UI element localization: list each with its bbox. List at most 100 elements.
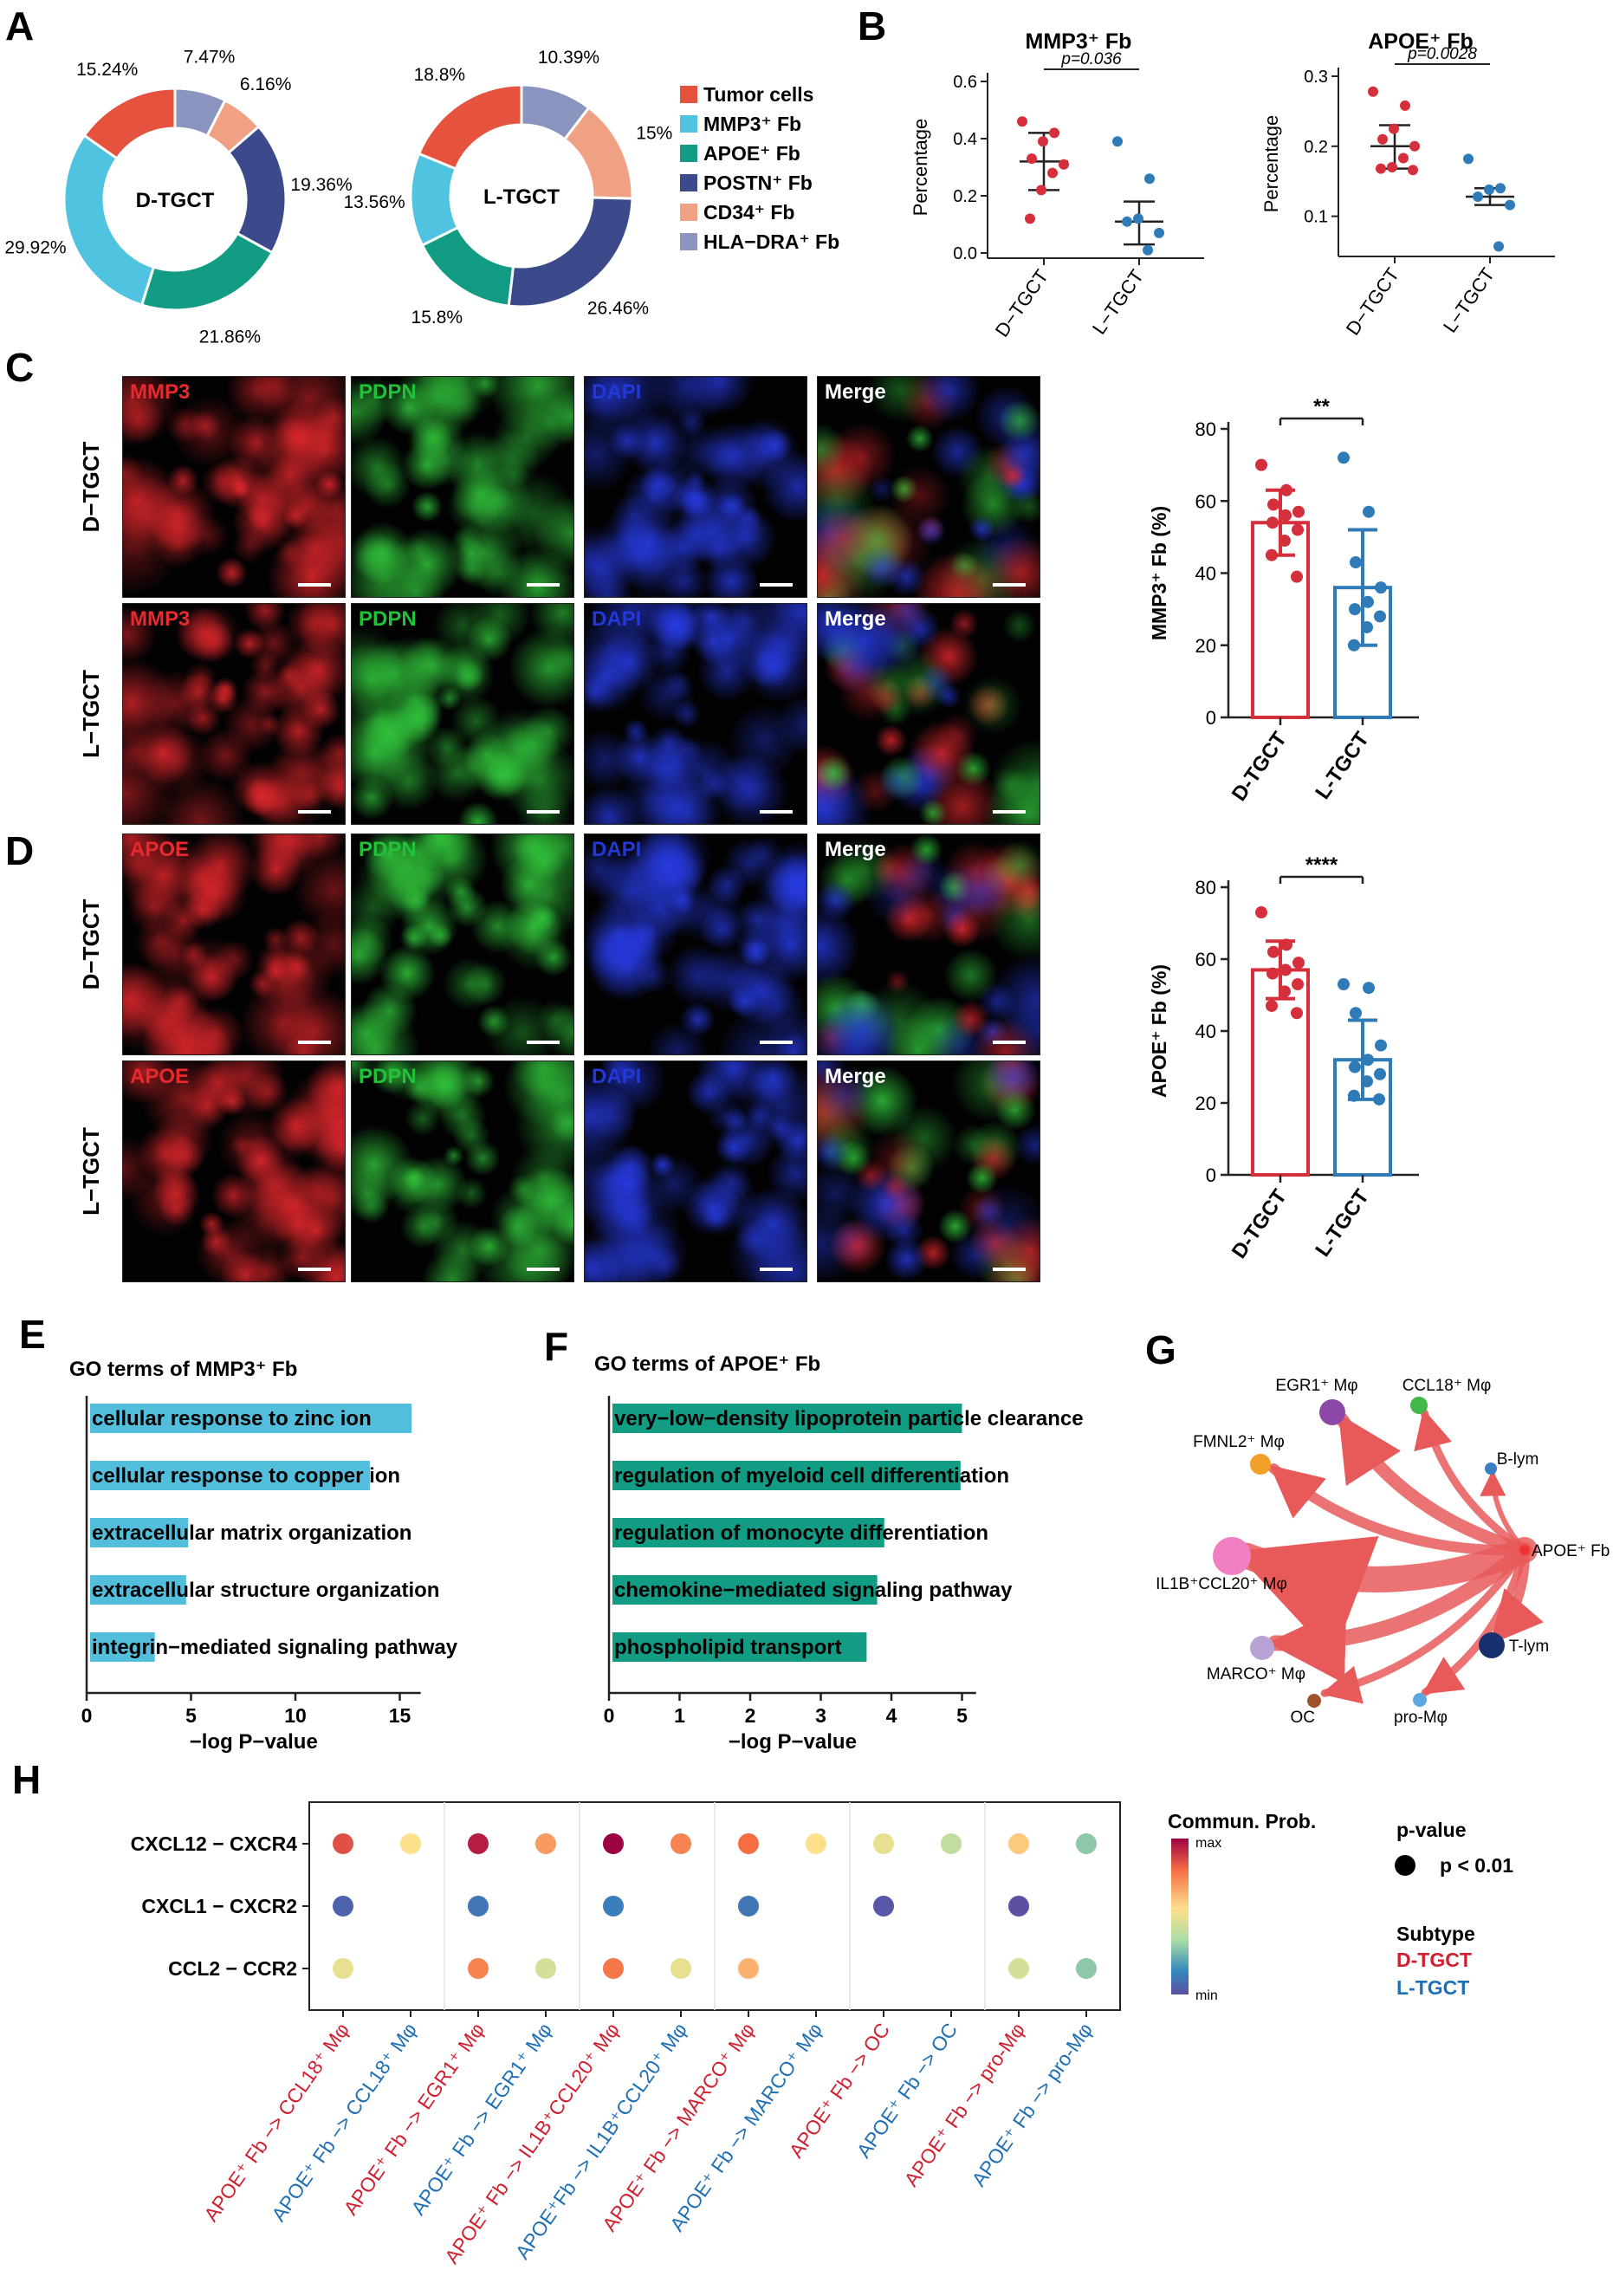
go-title-f: GO terms of APOE⁺ Fb xyxy=(594,1352,820,1376)
row-label: CXCL1 − CXCR2 xyxy=(141,1895,297,1917)
data-point xyxy=(1255,458,1267,471)
scale-bar xyxy=(993,810,1026,814)
data-point xyxy=(1017,116,1027,127)
data-point xyxy=(1280,483,1292,496)
data-point xyxy=(1484,184,1494,195)
panel-a: A 7.47%6.16% 19.36% 21.86% 29.92% 15.24% D-TG… xyxy=(4,3,839,347)
scale-bar xyxy=(527,810,560,814)
legend-swatch xyxy=(680,233,697,250)
data-point xyxy=(1389,123,1399,134)
panel-letter-d: D xyxy=(5,828,34,873)
channel-label: APOE xyxy=(130,838,190,861)
row-label: D−TGCT xyxy=(78,899,104,990)
data-point xyxy=(1266,548,1278,561)
colorbar xyxy=(1171,1839,1189,1994)
bar-chart-apoe: 0 20 40 60 80 APOE⁺ Fb (%) D-TGCT L-TGCT **** xyxy=(1148,853,1419,1263)
network-edge xyxy=(1335,1412,1532,1557)
donut-center-label: D-TGCT xyxy=(136,189,215,212)
go-term-label: phospholipid transport xyxy=(614,1636,842,1659)
data-point xyxy=(1373,1093,1385,1106)
data-point xyxy=(1363,505,1375,518)
slice-label: 15.8% xyxy=(411,308,463,328)
network-node xyxy=(1410,1397,1428,1414)
bar xyxy=(1251,968,1310,1177)
data-point xyxy=(1362,595,1374,608)
go-bar xyxy=(90,1632,155,1662)
go-term-label: extracellular matrix organization xyxy=(92,1521,411,1545)
data-point xyxy=(1348,639,1360,652)
row-label: L−TGCT xyxy=(78,670,104,758)
donut-slice xyxy=(417,83,523,171)
network-node xyxy=(1319,1399,1345,1425)
colorbar-max: max xyxy=(1195,1836,1221,1851)
network-node xyxy=(1413,1693,1427,1707)
go-bar xyxy=(612,1404,962,1433)
channel-label: Merge xyxy=(825,380,886,404)
channel-label: DAPI xyxy=(592,380,642,404)
legend-swatch xyxy=(680,86,697,103)
go-title-e: GO terms of MMP3⁺ Fb xyxy=(69,1358,297,1381)
network-edge xyxy=(1320,1546,1529,1704)
data-point xyxy=(1361,1075,1373,1088)
bubble xyxy=(333,1958,353,1979)
y-tick-label: 40 xyxy=(1195,1021,1216,1042)
y-tick-label: 0 xyxy=(1206,707,1216,729)
source-label: APOE⁺ Fb xyxy=(1532,1542,1610,1560)
data-point xyxy=(1133,213,1143,224)
data-point xyxy=(1279,963,1292,976)
data-point xyxy=(1280,938,1292,951)
data-point xyxy=(1025,213,1035,224)
slice-label: 13.56% xyxy=(343,192,405,212)
microscopy-image: APOE xyxy=(122,833,346,1055)
channel-label: DAPI xyxy=(592,607,642,631)
y-tick-label: 80 xyxy=(1195,877,1216,898)
panel-letter-f: F xyxy=(544,1324,568,1369)
legend-swatch xyxy=(680,115,697,133)
slice-label: 29.92% xyxy=(4,238,66,258)
donut-slice xyxy=(507,196,634,308)
plot-title: APOE⁺ Fb xyxy=(1368,29,1474,54)
microscopy-image: PDPN xyxy=(351,376,574,598)
microscopy-image: APOE xyxy=(122,1060,346,1282)
y-axis-label: APOE⁺ Fb (%) xyxy=(1148,964,1170,1098)
pvalue-marker xyxy=(1395,1855,1415,1876)
bubble-plot-legend: Commun. Prob. max min p-value p < 0.01 Subtyp… xyxy=(1168,1810,1513,2003)
y-tick-label: 20 xyxy=(1195,635,1216,657)
scale-bar xyxy=(760,1041,793,1044)
y-axis-label: MMP3⁺ Fb (%) xyxy=(1148,506,1170,640)
node-label: IL1B⁺CCL20⁺ Mφ xyxy=(1156,1575,1287,1593)
donut-center-label: L-TGCT xyxy=(483,185,560,209)
y-tick-label: 0.2 xyxy=(953,187,977,206)
legend-swatch xyxy=(680,174,697,191)
scale-bar xyxy=(760,810,793,814)
legend-label: HLA−DRA⁺ Fb xyxy=(703,230,839,253)
slice-label: 6.16% xyxy=(240,75,292,94)
channel-label: PDPN xyxy=(359,380,417,404)
y-tick-label: 40 xyxy=(1195,563,1216,585)
network-edge xyxy=(1414,1408,1529,1554)
panel-f: F GO terms of APOE⁺ Fb very−low−density … xyxy=(544,1324,1084,1754)
x-tick-label: 0 xyxy=(81,1704,93,1727)
data-point xyxy=(1377,133,1388,145)
microscopy-image: Merge xyxy=(817,376,1040,598)
y-tick-label: 0 xyxy=(1206,1164,1216,1186)
x-tick-label: 5 xyxy=(185,1704,197,1727)
row-labels-d: D−TGCT L−TGCT xyxy=(78,899,104,1216)
data-point xyxy=(1375,581,1387,594)
channel-label: MMP3 xyxy=(130,380,191,404)
significance-label: ** xyxy=(1313,395,1330,418)
x-tick-label: 1 xyxy=(674,1704,685,1727)
communication-network: EGR1⁺ Mφ CCL18⁺ Mφ B-lym FMNL2⁺ Mφ IL1B⁺CCL2… xyxy=(1156,1377,1610,1727)
go-bar-chart-f: very−low−density lipoprotein particle cl… xyxy=(604,1396,1084,1754)
data-point xyxy=(1350,556,1362,569)
data-point xyxy=(1291,1007,1303,1020)
source-node xyxy=(1519,1545,1530,1555)
data-point xyxy=(1027,153,1037,165)
scale-bar xyxy=(527,583,560,587)
data-point xyxy=(1363,982,1375,995)
channel-label: PDPN xyxy=(359,607,417,631)
data-point xyxy=(1338,978,1350,991)
bubble xyxy=(400,1833,421,1854)
data-point xyxy=(1493,241,1504,252)
colorbar-title: Commun. Prob. xyxy=(1168,1810,1316,1832)
